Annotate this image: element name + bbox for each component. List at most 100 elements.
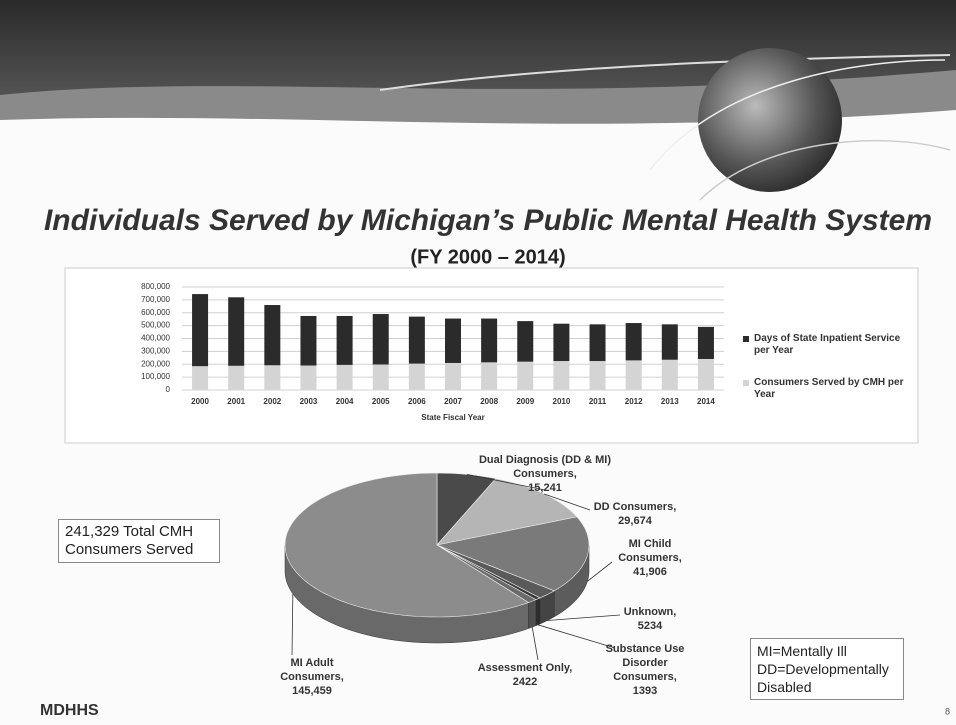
pie-label-name: DD Consumers, (593, 501, 677, 513)
x-tick-label: 2011 (589, 397, 607, 406)
slide-title: Individuals Served by Michigan’s Public … (44, 204, 932, 237)
pie-label-name: Unknown, (623, 606, 677, 618)
bar-segment (697, 358, 714, 390)
key-item: MI=Mentally Ill (757, 643, 847, 659)
x-tick-label: 2003 (300, 397, 318, 406)
bar-segment (336, 315, 353, 365)
pie-slice (284, 472, 530, 618)
logo: MDHHS (40, 702, 99, 719)
x-tick-label: 2001 (227, 397, 245, 406)
pie-label: MI Adult Consumers, 145,459 (262, 656, 362, 698)
slide-subtitle: (FY 2000 – 2014) (410, 246, 565, 268)
legend-label: Days of State Inpatient Service per Year (754, 333, 901, 356)
y-tick-label: 300,000 (141, 346, 170, 355)
y-tick-label: 800,000 (141, 282, 170, 291)
y-tick-label: 500,000 (141, 321, 170, 330)
pie-label: Substance Use Disorder Consumers, 1393 (590, 642, 700, 698)
pie-label-value: 15,241 (528, 482, 562, 494)
y-tick-label: 700,000 (141, 295, 170, 304)
bar-segment (481, 362, 498, 390)
y-tick-label: 400,000 (141, 334, 170, 343)
bar-segment (445, 318, 461, 363)
leader-line (531, 627, 539, 661)
pie-label-name: Dual Diagnosis (DD & MI) Consumers, (478, 454, 611, 480)
bar-segment (553, 361, 570, 390)
pie-label-value: 145,459 (292, 685, 332, 697)
x-tick-label: 2008 (480, 397, 498, 406)
bar-segment (192, 366, 209, 390)
bar-segment (228, 297, 245, 366)
x-tick-label: 2002 (263, 397, 281, 406)
pie-label-name: MI Child Consumers, (618, 538, 682, 564)
pie-label: MI Child Consumers, 41,906 (600, 537, 700, 579)
bar-segment (517, 361, 534, 390)
y-tick-label: 100,000 (141, 372, 170, 381)
bar-segment (589, 324, 606, 362)
bar-segment (264, 365, 281, 390)
pie-label-name: Assessment Only, (477, 662, 573, 674)
leader-line (291, 593, 294, 656)
x-tick-label: 2012 (625, 397, 643, 406)
pie-label-value: 29,674 (618, 515, 652, 527)
bar-segment (372, 364, 389, 390)
pie-label: DD Consumers, 29,674 (580, 500, 690, 528)
pie-slice (435, 516, 590, 592)
pie-label-value: 1393 (632, 685, 658, 697)
bar-segment (589, 361, 606, 390)
bar-segment (445, 362, 461, 390)
key-box: MI=Mentally Ill DD=Developmentally Disab… (750, 638, 904, 700)
x-tick-label: 2000 (191, 397, 209, 406)
pie-label-value: 5234 (637, 620, 663, 632)
bar-segment (300, 365, 317, 390)
leader-line (547, 614, 621, 621)
pie-slice-side (528, 599, 537, 629)
x-tick-label: 2007 (444, 397, 462, 406)
bar-segment (300, 315, 317, 366)
bar-segment (697, 326, 714, 359)
pie-label-name: Substance Use Disorder Consumers, (605, 643, 685, 683)
pie-label: Assessment Only, 2422 (475, 661, 575, 689)
pie-slice (436, 544, 555, 599)
leader-line (587, 561, 613, 582)
bar-segment (228, 365, 245, 390)
key-item: DD=Developmentally Disabled (757, 661, 889, 695)
y-tick-label: 600,000 (141, 308, 170, 317)
x-tick-label: 2005 (372, 397, 390, 406)
pie-label-value: 41,906 (633, 566, 667, 578)
total-box: 241,329 Total CMH Consumers Served (58, 519, 220, 563)
x-tick-label: 2014 (697, 397, 715, 406)
pie-label: Unknown, 5234 (610, 605, 690, 633)
legend-label: Consumers Served by CMH per Year (754, 377, 904, 400)
bar-segment (336, 364, 353, 390)
x-tick-label: 2013 (661, 397, 679, 406)
x-axis-label: State Fiscal Year (421, 413, 484, 422)
legend-swatch (743, 380, 749, 386)
bar-segment (192, 294, 209, 367)
leader-line (466, 474, 546, 491)
bar-segment (625, 323, 642, 361)
bar-segment (264, 305, 281, 366)
bar-segment (661, 359, 678, 390)
bar-segment (481, 318, 498, 363)
pie-label-value: 2422 (512, 676, 538, 688)
pie-label: Dual Diagnosis (DD & MI) Consumers, 15,24… (470, 453, 620, 495)
leader-line (544, 493, 591, 511)
x-tick-label: 2009 (516, 397, 534, 406)
y-tick-label: 0 (166, 385, 171, 394)
x-tick-label: 2004 (336, 397, 354, 406)
legend-swatch (743, 336, 749, 342)
pie-slice-side (535, 597, 541, 627)
bar-segment (517, 321, 534, 362)
bar-segment (408, 363, 425, 390)
page-number: 8 (945, 706, 950, 716)
leader-line (537, 624, 616, 649)
bar-segment (408, 316, 425, 364)
pie-label-name: MI Adult Consumers, (280, 657, 344, 683)
bar-segment (553, 323, 570, 362)
bar-segment (661, 324, 678, 360)
y-tick-label: 200,000 (141, 359, 170, 368)
bar-segment (372, 314, 389, 365)
x-tick-label: 2006 (408, 397, 426, 406)
